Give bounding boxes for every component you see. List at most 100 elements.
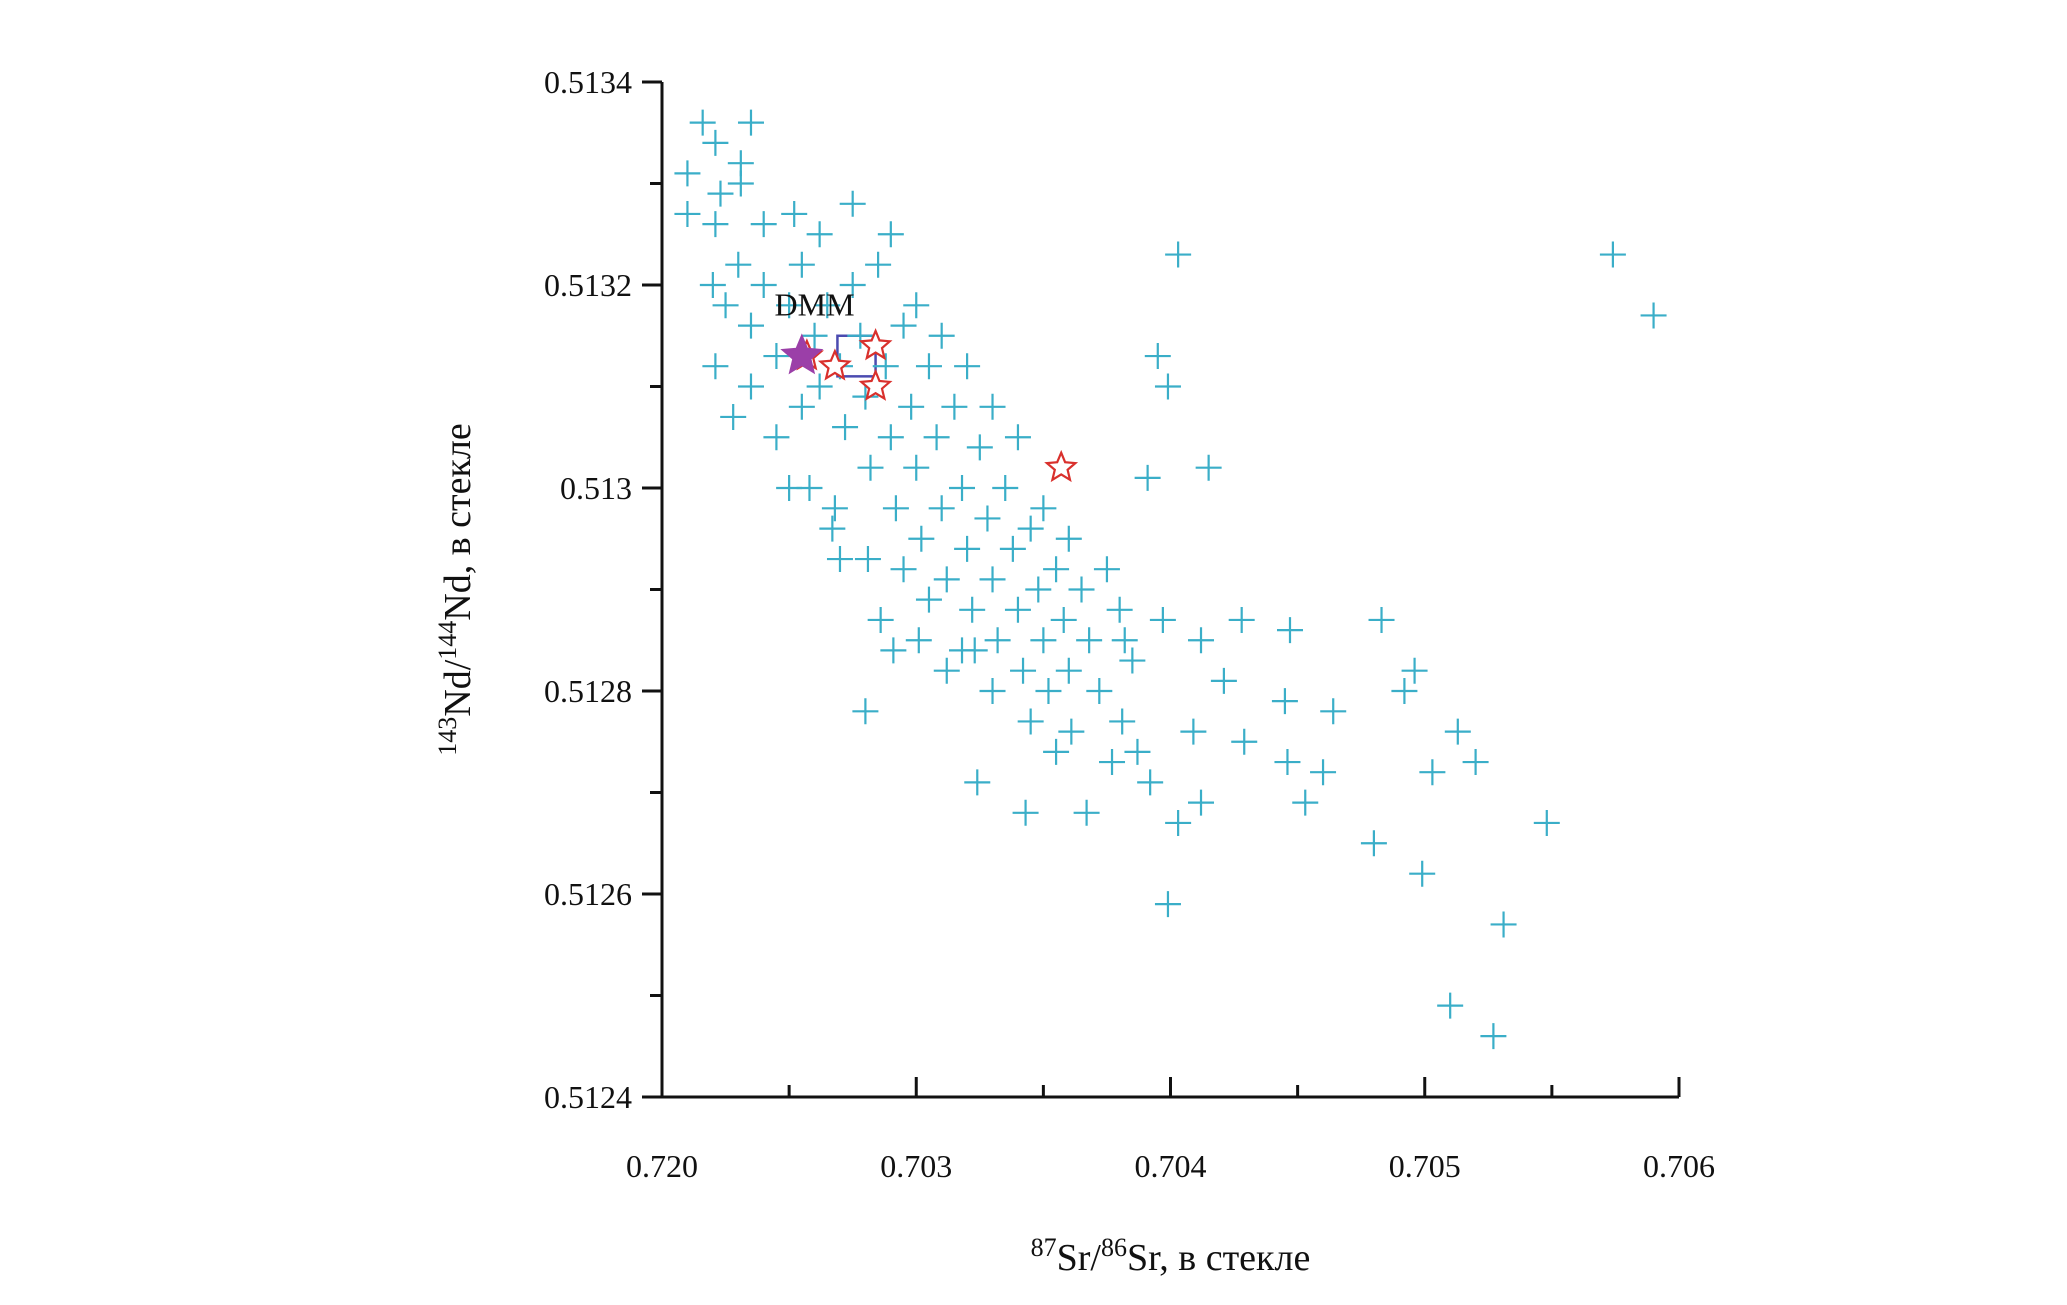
star-point	[817, 348, 852, 381]
data-point	[915, 586, 942, 613]
data-point	[852, 698, 879, 725]
data-point	[880, 637, 907, 664]
data-point	[1106, 596, 1133, 623]
data-point	[1599, 241, 1626, 268]
data-point	[720, 403, 747, 430]
x-axis-label-sup: 86	[1101, 1233, 1127, 1262]
data-point	[1055, 525, 1082, 552]
data-point	[890, 312, 917, 339]
data-point	[877, 221, 904, 248]
y-axis-label-part: Nd/	[437, 659, 479, 716]
data-point	[1035, 678, 1062, 704]
data-point	[1149, 606, 1176, 633]
data-point	[712, 292, 739, 319]
x-axis-label: 87Sr/86Sr, в стекле	[1031, 1233, 1311, 1279]
data-point	[1165, 241, 1192, 268]
data-point	[928, 495, 955, 522]
data-point	[1210, 667, 1237, 694]
data-point	[852, 383, 879, 410]
data-point	[872, 353, 899, 380]
data-point	[1012, 799, 1039, 826]
data-point	[857, 454, 884, 481]
star-point	[858, 328, 893, 361]
data-point	[1360, 830, 1387, 857]
data-point	[699, 272, 726, 298]
data-point	[1086, 678, 1113, 704]
data-point	[1055, 657, 1082, 684]
data-point	[1119, 647, 1146, 674]
data-point	[1228, 606, 1255, 633]
data-point	[1444, 718, 1471, 745]
data-point	[702, 211, 729, 238]
data-point	[737, 312, 764, 339]
data-point	[979, 566, 1006, 593]
data-point	[1231, 728, 1258, 755]
data-point	[814, 292, 841, 319]
star-point	[1044, 449, 1079, 483]
data-point	[702, 353, 729, 380]
data-point	[1109, 708, 1136, 735]
data-point	[1640, 302, 1667, 329]
data-point	[1137, 769, 1164, 796]
data-point	[1017, 515, 1044, 542]
data-point	[725, 251, 752, 278]
data-point	[979, 393, 1006, 420]
data-point	[1093, 556, 1120, 583]
data-point	[949, 475, 976, 501]
data-point	[854, 546, 881, 573]
data-point	[882, 495, 909, 522]
data-point	[1165, 809, 1192, 836]
x-axis-label-part: Sr, в стекле	[1127, 1237, 1310, 1279]
data-point	[867, 606, 894, 633]
data-point	[826, 546, 853, 573]
dmm-point	[780, 333, 824, 375]
star-point	[858, 368, 893, 401]
data-point	[949, 637, 976, 664]
data-point	[788, 251, 815, 278]
data-point	[1030, 627, 1057, 654]
y-tick-label: 0.5132	[544, 267, 632, 303]
data-point	[915, 353, 942, 380]
x-tick-label: 0.705	[1389, 1148, 1461, 1184]
data-point	[750, 272, 777, 298]
data-point	[1144, 343, 1171, 370]
y-axis-label-sup: 143	[433, 717, 462, 756]
data-point	[1099, 749, 1126, 776]
data-point	[1533, 809, 1560, 836]
x-tick-label: 0.703	[880, 1148, 952, 1184]
data-point	[941, 393, 968, 420]
data-point	[1134, 464, 1161, 491]
data-point	[1111, 627, 1138, 654]
data-point	[1180, 718, 1207, 745]
data-point	[923, 424, 950, 451]
data-point	[992, 475, 1019, 501]
y-axis-label: 143Nd/144Nd, в стекле	[433, 423, 479, 756]
data-point	[832, 414, 859, 441]
x-axis-label-part: Sr/	[1057, 1237, 1102, 1279]
y-tick-label: 0.5126	[544, 876, 632, 912]
data-point	[966, 434, 993, 461]
x-tick-label: 0.706	[1643, 1148, 1715, 1184]
data-point	[1073, 799, 1100, 826]
data-point	[964, 769, 991, 796]
y-tick-label: 0.5124	[544, 1079, 632, 1115]
data-point	[1462, 749, 1489, 776]
data-point	[1043, 738, 1070, 765]
y-tick-label: 0.5128	[544, 673, 632, 709]
data-point	[839, 272, 866, 298]
data-point	[1188, 789, 1215, 816]
data-point	[763, 424, 790, 451]
data-point	[903, 292, 930, 319]
data-point	[1025, 576, 1052, 603]
y-axis-label-sup: 144	[433, 621, 462, 660]
data-point	[903, 454, 930, 481]
data-point	[1480, 1023, 1507, 1050]
data-point	[781, 200, 808, 227]
data-point	[1076, 627, 1103, 654]
data-point	[1271, 688, 1298, 715]
data-point	[737, 109, 764, 136]
data-point	[1154, 891, 1181, 918]
data-point	[737, 373, 764, 400]
data-point	[1050, 606, 1077, 633]
data-point	[1274, 749, 1301, 776]
